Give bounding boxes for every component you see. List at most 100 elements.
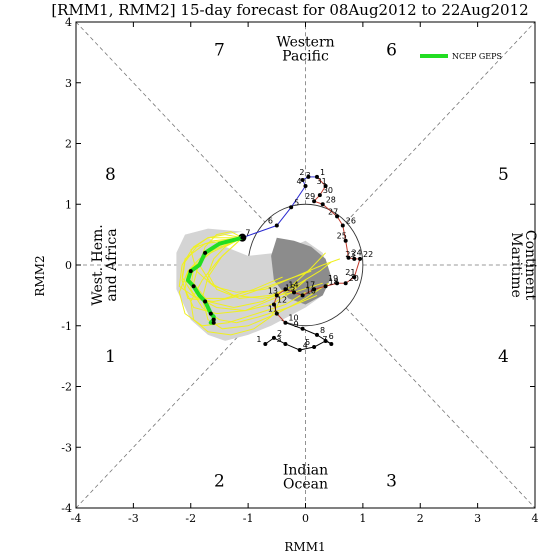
observed-day-label: 4 xyxy=(297,177,302,186)
phase-number: 7 xyxy=(214,40,225,60)
observed-day-label: 30 xyxy=(323,186,333,195)
observed-segment xyxy=(316,334,332,345)
phase-number: 3 xyxy=(386,472,397,492)
observed-day-label: 3 xyxy=(306,171,311,180)
observed-point xyxy=(297,348,302,353)
ensemble-member-line xyxy=(178,234,283,299)
observed-point xyxy=(343,238,348,243)
observed-day-label: 25 xyxy=(337,232,347,241)
diagonal-line xyxy=(75,21,266,223)
observed-segment xyxy=(299,346,315,351)
region-label: and Africa xyxy=(104,228,120,301)
region-label: Maritime xyxy=(508,232,524,298)
observed-day-label: 18 xyxy=(329,277,339,286)
ensemble-member-line xyxy=(190,237,281,336)
x-tick-label: -4 xyxy=(71,512,82,525)
observed-day-label: 2 xyxy=(277,329,282,338)
phase-number: 4 xyxy=(498,347,509,367)
x-tick-label: 1 xyxy=(359,512,366,525)
y-axis-title: RMM2 xyxy=(33,255,47,296)
observed-segment xyxy=(345,240,350,258)
observed-segment xyxy=(276,206,292,226)
observed-point xyxy=(303,184,308,189)
observed-point xyxy=(300,326,305,331)
observed-day-label: 9 xyxy=(294,320,299,329)
ensemble-mean-point xyxy=(203,299,208,304)
observed-point xyxy=(352,275,357,280)
observed-point xyxy=(300,177,305,182)
ensemble-mean-point xyxy=(211,317,216,322)
observed-point xyxy=(289,205,294,210)
y-tick-label: 4 xyxy=(65,16,72,29)
ensemble-mean-point xyxy=(208,311,213,316)
observed-segment xyxy=(285,343,300,351)
region-label: Western xyxy=(276,34,334,50)
phase-number: 6 xyxy=(386,40,397,60)
observed-day-label: 7 xyxy=(245,229,250,238)
observed-point xyxy=(283,287,288,292)
ensemble-mean-point xyxy=(191,284,196,289)
ensemble-mean-point xyxy=(240,235,245,240)
observed-day-label: 19 xyxy=(328,274,338,283)
observed-segment xyxy=(276,313,286,324)
observed-day-label: 8 xyxy=(320,326,325,335)
observed-point xyxy=(323,284,328,289)
observed-day-label: 1 xyxy=(256,335,261,344)
y-tick-label: -2 xyxy=(61,381,72,394)
x-tick-label: -1 xyxy=(243,512,254,525)
diagonal-line xyxy=(75,307,266,509)
x-tick-label: 4 xyxy=(532,512,539,525)
observed-point xyxy=(340,223,345,228)
observed-point xyxy=(300,293,305,298)
observed-point xyxy=(358,256,363,261)
observed-day-label: 17 xyxy=(305,280,315,289)
observed-point xyxy=(312,287,317,292)
observed-day-label: 6 xyxy=(268,217,273,226)
region-label: West. Hem. xyxy=(90,224,106,305)
observed-point xyxy=(271,302,276,307)
phase-number: 5 xyxy=(498,165,509,185)
ensemble-mean-point xyxy=(203,250,208,255)
chart-title: [RMM1, RMM2] 15-day forecast for 08Aug20… xyxy=(51,1,528,19)
observed-point xyxy=(314,332,319,337)
y-tick-label: 1 xyxy=(65,198,72,211)
x-tick-label: -3 xyxy=(128,512,139,525)
observed-day-label: 7 xyxy=(322,335,327,344)
diagonal-line xyxy=(345,21,536,223)
observed-segment xyxy=(302,288,315,296)
observed-point xyxy=(306,174,311,179)
ensemble-member-line xyxy=(207,237,332,299)
x-tick-label: 3 xyxy=(474,512,481,525)
observed-point xyxy=(323,184,328,189)
observed-segment xyxy=(322,203,338,217)
observed-point xyxy=(312,345,317,350)
ensemble-mean-point xyxy=(188,269,193,274)
observed-day-label: 12 xyxy=(277,295,287,304)
observed-day-label: 13 xyxy=(268,286,278,295)
phase-number: 1 xyxy=(105,347,116,367)
observed-point xyxy=(329,341,334,346)
x-tick-label: 2 xyxy=(417,512,424,525)
observed-day-label: 14 xyxy=(288,280,298,289)
observed-day-label: 21 xyxy=(345,268,355,277)
observed-day-label: 26 xyxy=(346,217,356,226)
x-axis-title: RMM1 xyxy=(284,540,325,554)
legend-label: NCEP GEPS xyxy=(452,52,502,61)
legend: NCEP GEPS xyxy=(420,52,502,61)
observed-day-label: 24 xyxy=(352,249,362,258)
observed-day-label: 15 xyxy=(285,283,295,292)
observed-segment xyxy=(290,185,306,208)
observed-segment xyxy=(273,337,286,345)
observed-point xyxy=(320,202,325,207)
observed-point xyxy=(274,223,279,228)
x-tick-label: -2 xyxy=(185,512,196,525)
observed-point xyxy=(292,290,297,295)
observed-point xyxy=(335,214,340,219)
observed-point xyxy=(283,320,288,325)
y-tick-label: -3 xyxy=(61,441,72,454)
observed-segment xyxy=(285,322,303,330)
observed-day-label: 27 xyxy=(328,207,338,216)
observed-point xyxy=(271,335,276,340)
